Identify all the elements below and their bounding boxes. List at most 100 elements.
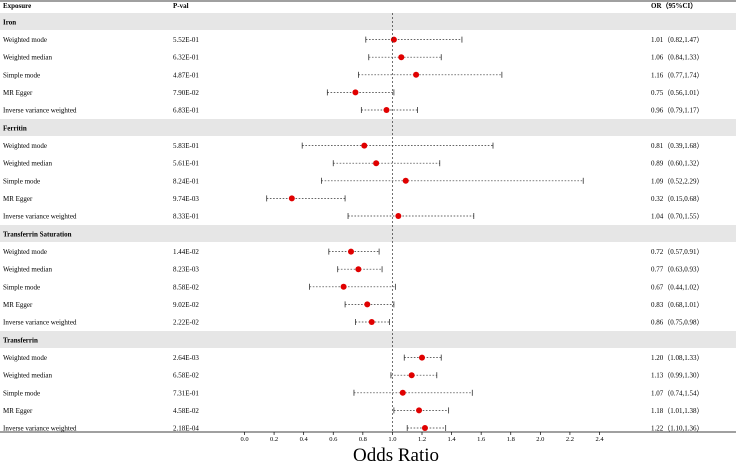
group-label: Transferrin <box>3 337 38 345</box>
x-tick-label: 2.4 <box>595 436 604 443</box>
row-pval: 6.32E-01 <box>173 54 199 62</box>
or-point <box>373 160 380 167</box>
row-method: MR Egger <box>3 195 33 203</box>
or-point <box>288 195 295 202</box>
row-pval: 8.33E-01 <box>173 213 199 221</box>
row-or-ci: 1.01（0.82,1.47） <box>651 36 704 44</box>
row-pval: 2.18E-04 <box>173 425 199 433</box>
row-pval: 8.24E-01 <box>173 177 199 185</box>
x-tick-label: 2.0 <box>536 436 544 443</box>
row-pval: 9.02E-02 <box>173 301 199 309</box>
row-pval: 5.61E-01 <box>173 160 199 168</box>
row-method: Weighted median <box>3 160 53 168</box>
x-tick-label: 1.4 <box>448 436 457 443</box>
row-method: Weighted mode <box>3 142 47 150</box>
x-tick-label: 0.2 <box>270 436 278 443</box>
or-point <box>398 54 405 61</box>
header-exposure: Exposure <box>3 2 31 10</box>
row-or-ci: 0.32（0.15,0.68） <box>651 195 704 203</box>
row-or-ci: 1.04（0.70,1.55） <box>651 213 704 221</box>
group-band <box>0 119 736 136</box>
row-method: MR Egger <box>3 301 33 309</box>
x-tick-label: 2.2 <box>566 436 574 443</box>
row-or-ci: 1.20（1.08,1.33） <box>651 354 704 362</box>
x-tick-label: 1.2 <box>418 436 426 443</box>
or-point <box>399 389 406 396</box>
row-pval: 8.23E-03 <box>173 266 199 274</box>
row-or-ci: 1.07（0.74,1.54） <box>651 389 704 397</box>
row-method: Weighted mode <box>3 248 47 256</box>
row-method: Weighted median <box>3 372 53 380</box>
or-point <box>402 177 409 184</box>
row-method: Simple mode <box>3 177 40 185</box>
row-or-ci: 0.81（0.39,1.68） <box>651 142 704 150</box>
header-or: OR（95%CI） <box>651 2 697 10</box>
group-band <box>0 13 736 30</box>
or-point <box>395 213 402 219</box>
row-pval: 6.83E-01 <box>173 107 199 115</box>
row-or-ci: 0.77（0.63,0.93） <box>651 266 704 274</box>
row-method: Weighted mode <box>3 354 47 362</box>
or-point <box>368 319 375 325</box>
row-method: MR Egger <box>3 89 33 97</box>
row-or-ci: 0.83（0.68,1.01） <box>651 301 704 309</box>
row-method: Inverse variance weighted <box>3 213 77 221</box>
row-or-ci: 1.09（0.52,2.29） <box>651 177 704 185</box>
row-pval: 4.58E-02 <box>173 407 199 415</box>
group-bands <box>0 13 736 348</box>
row-method: Inverse variance weighted <box>3 319 77 327</box>
or-point <box>361 142 368 149</box>
group-label: Ferritin <box>3 125 27 133</box>
row-pval: 7.31E-01 <box>173 389 199 397</box>
or-point <box>413 71 420 78</box>
x-tick-label: 0.6 <box>329 436 338 443</box>
row-or-ci: 0.96（0.79,1.17） <box>651 107 704 115</box>
or-point <box>421 425 428 431</box>
x-tick-label: 1.6 <box>477 436 486 443</box>
row-method: MR Egger <box>3 407 33 415</box>
row-pval: 7.90E-02 <box>173 89 199 97</box>
or-point <box>364 301 371 308</box>
row-method: Simple mode <box>3 71 40 79</box>
row-pval: 1.44E-02 <box>173 248 199 256</box>
or-point <box>390 36 397 43</box>
or-point <box>348 248 354 255</box>
or-point <box>355 266 362 273</box>
row-method: Inverse variance weighted <box>3 107 77 115</box>
or-point <box>340 283 347 290</box>
group-label: Iron <box>3 19 16 27</box>
row-pval: 5.83E-01 <box>173 142 199 150</box>
row-method: Simple mode <box>3 389 40 397</box>
row-or-ci: 0.72（0.57,0.91） <box>651 248 704 256</box>
row-pval: 4.87E-01 <box>173 71 199 79</box>
x-tick-label: 1.8 <box>507 436 515 443</box>
x-tick-label: 0.0 <box>240 436 248 443</box>
row-or-ci: 1.16（0.77,1.74） <box>651 71 704 79</box>
row-or-ci: 1.18（1.01,1.38） <box>651 407 704 415</box>
x-tick-label: 0.4 <box>300 436 309 443</box>
row-or-ci: 0.75（0.56,1.01） <box>651 89 704 97</box>
or-point <box>419 354 425 361</box>
row-or-ci: 1.06（0.84,1.33） <box>651 54 704 62</box>
row-pval: 5.52E-01 <box>173 36 199 44</box>
row-pval: 8.58E-02 <box>173 283 199 291</box>
row-pval: 2.64E-03 <box>173 354 199 362</box>
group-label: Transferrin Saturation <box>3 231 72 239</box>
or-point <box>383 107 390 113</box>
or-point <box>352 89 359 96</box>
row-method: Weighted median <box>3 54 53 62</box>
x-tick-label: 1.0 <box>388 436 396 443</box>
row-pval: 6.58E-02 <box>173 372 199 380</box>
row-method: Weighted mode <box>3 36 47 44</box>
forest-rows: Iron Weighted mode 5.52E-01 1.01（0.82,1.47）… <box>3 19 704 433</box>
row-pval: 9.74E-03 <box>173 195 199 203</box>
row-method: Inverse variance weighted <box>3 425 77 433</box>
row-or-ci: 0.86（0.75,0.98） <box>651 319 704 327</box>
row-method: Weighted median <box>3 266 53 274</box>
row-method: Simple mode <box>3 283 40 291</box>
or-point <box>416 407 423 414</box>
row-or-ci: 1.22（1.10,1.36） <box>651 425 704 433</box>
row-or-ci: 0.67（0.44,1.02） <box>651 283 704 291</box>
group-band <box>0 331 736 348</box>
